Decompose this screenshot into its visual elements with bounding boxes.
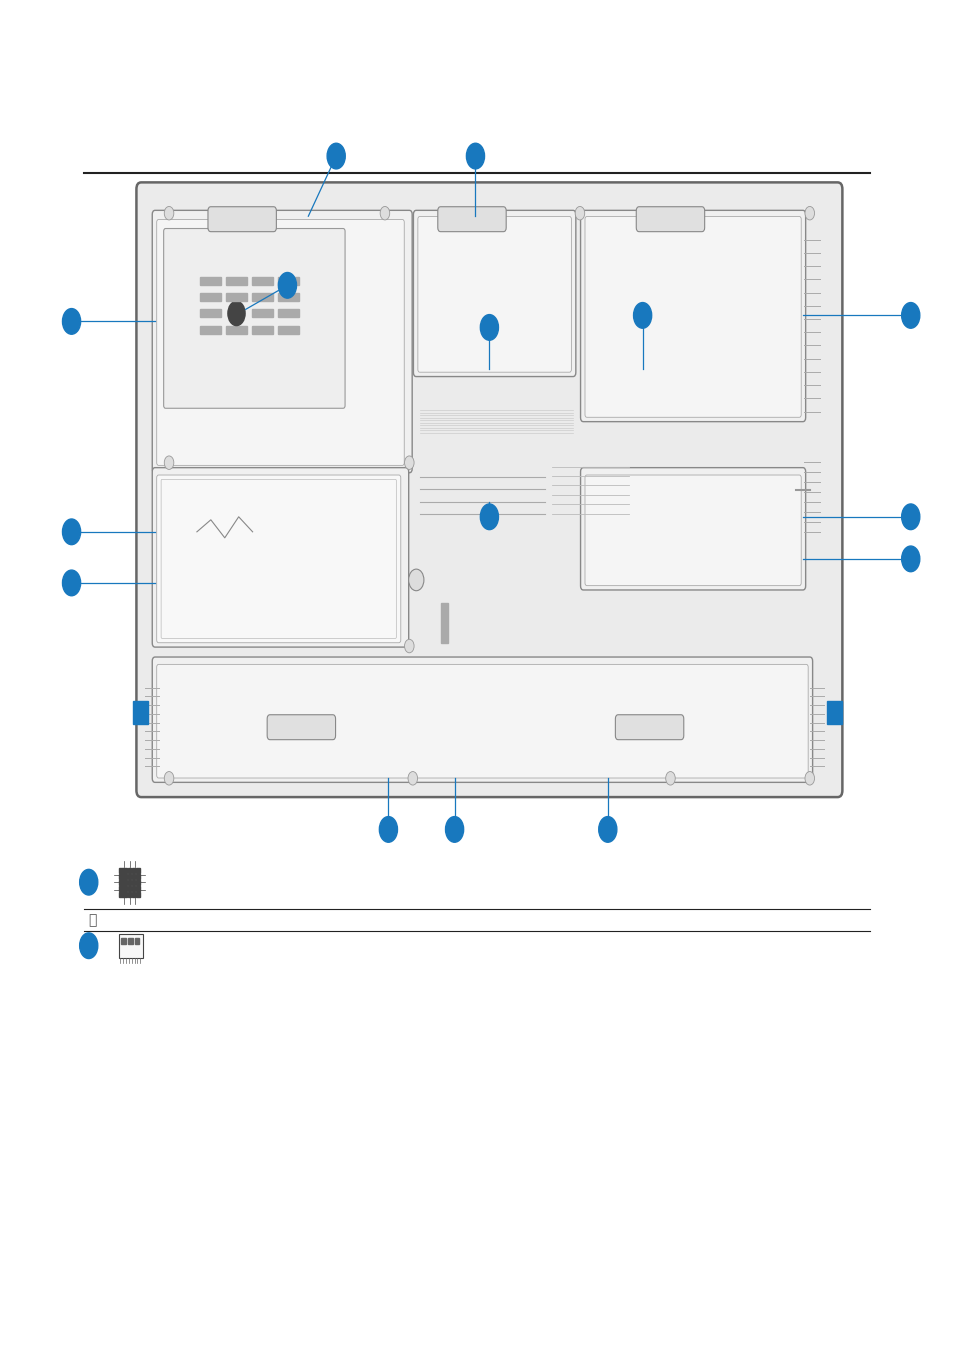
Bar <box>128 874 132 880</box>
Bar <box>200 326 221 334</box>
Bar <box>119 880 123 885</box>
FancyBboxPatch shape <box>156 665 807 778</box>
Bar <box>121 938 126 944</box>
Circle shape <box>62 308 80 334</box>
Bar <box>200 277 221 285</box>
Bar <box>128 938 132 944</box>
Circle shape <box>804 771 814 785</box>
FancyBboxPatch shape <box>208 207 276 231</box>
Bar <box>226 326 247 334</box>
Bar <box>226 277 247 285</box>
Bar <box>132 892 135 897</box>
Bar <box>119 886 123 892</box>
Bar <box>277 277 298 285</box>
Bar <box>134 938 139 944</box>
Bar <box>119 892 123 897</box>
FancyBboxPatch shape <box>413 211 576 377</box>
Bar <box>252 293 273 301</box>
Circle shape <box>445 816 463 842</box>
Circle shape <box>901 303 919 328</box>
FancyBboxPatch shape <box>437 207 506 231</box>
Circle shape <box>479 504 497 530</box>
FancyBboxPatch shape <box>156 219 404 465</box>
Bar <box>132 886 135 892</box>
FancyBboxPatch shape <box>580 467 804 590</box>
Circle shape <box>164 455 173 469</box>
Circle shape <box>79 870 98 896</box>
Bar <box>119 874 123 880</box>
Bar <box>826 701 841 724</box>
Bar <box>136 886 139 892</box>
Circle shape <box>404 455 414 469</box>
Bar <box>252 309 273 317</box>
FancyBboxPatch shape <box>417 216 571 373</box>
Bar <box>123 869 127 873</box>
Bar <box>123 892 127 897</box>
Circle shape <box>404 639 414 653</box>
Circle shape <box>466 143 484 169</box>
FancyBboxPatch shape <box>267 715 335 740</box>
FancyBboxPatch shape <box>136 182 841 797</box>
Bar <box>132 874 135 880</box>
FancyBboxPatch shape <box>584 476 801 585</box>
Circle shape <box>901 546 919 571</box>
Circle shape <box>278 273 296 299</box>
Bar <box>277 326 298 334</box>
Bar <box>119 869 123 873</box>
Bar <box>132 869 135 873</box>
FancyBboxPatch shape <box>156 476 400 643</box>
Bar <box>277 293 298 301</box>
Circle shape <box>62 519 80 544</box>
Circle shape <box>804 207 814 220</box>
Bar <box>119 934 143 958</box>
Text: ✋: ✋ <box>89 913 97 927</box>
Bar <box>132 880 135 885</box>
FancyBboxPatch shape <box>580 211 804 422</box>
Circle shape <box>79 932 98 959</box>
Circle shape <box>598 816 617 842</box>
Circle shape <box>408 771 417 785</box>
Bar <box>252 277 273 285</box>
Bar <box>132 701 148 724</box>
Bar <box>128 880 132 885</box>
Circle shape <box>228 301 245 326</box>
Circle shape <box>379 207 389 220</box>
Circle shape <box>901 504 919 530</box>
Bar <box>226 293 247 301</box>
Bar <box>136 869 139 873</box>
Bar <box>136 880 139 885</box>
Bar <box>200 293 221 301</box>
Circle shape <box>164 771 173 785</box>
Bar <box>123 880 127 885</box>
Bar <box>128 869 132 873</box>
Bar <box>136 892 139 897</box>
Circle shape <box>379 816 397 842</box>
Circle shape <box>665 771 675 785</box>
Bar <box>440 603 448 643</box>
Bar <box>200 309 221 317</box>
FancyBboxPatch shape <box>152 657 812 782</box>
Circle shape <box>327 143 345 169</box>
FancyBboxPatch shape <box>584 216 801 417</box>
Bar <box>128 892 132 897</box>
Bar <box>123 874 127 880</box>
Circle shape <box>164 207 173 220</box>
Bar <box>123 886 127 892</box>
Bar <box>277 309 298 317</box>
Circle shape <box>575 207 584 220</box>
Bar <box>136 874 139 880</box>
FancyBboxPatch shape <box>164 228 345 408</box>
Circle shape <box>479 315 497 340</box>
FancyBboxPatch shape <box>152 467 408 647</box>
Circle shape <box>408 569 423 590</box>
Circle shape <box>62 570 80 596</box>
Bar <box>252 326 273 334</box>
FancyBboxPatch shape <box>636 207 704 231</box>
Circle shape <box>633 303 651 328</box>
Bar <box>128 886 132 892</box>
FancyBboxPatch shape <box>152 211 412 473</box>
FancyBboxPatch shape <box>615 715 683 740</box>
